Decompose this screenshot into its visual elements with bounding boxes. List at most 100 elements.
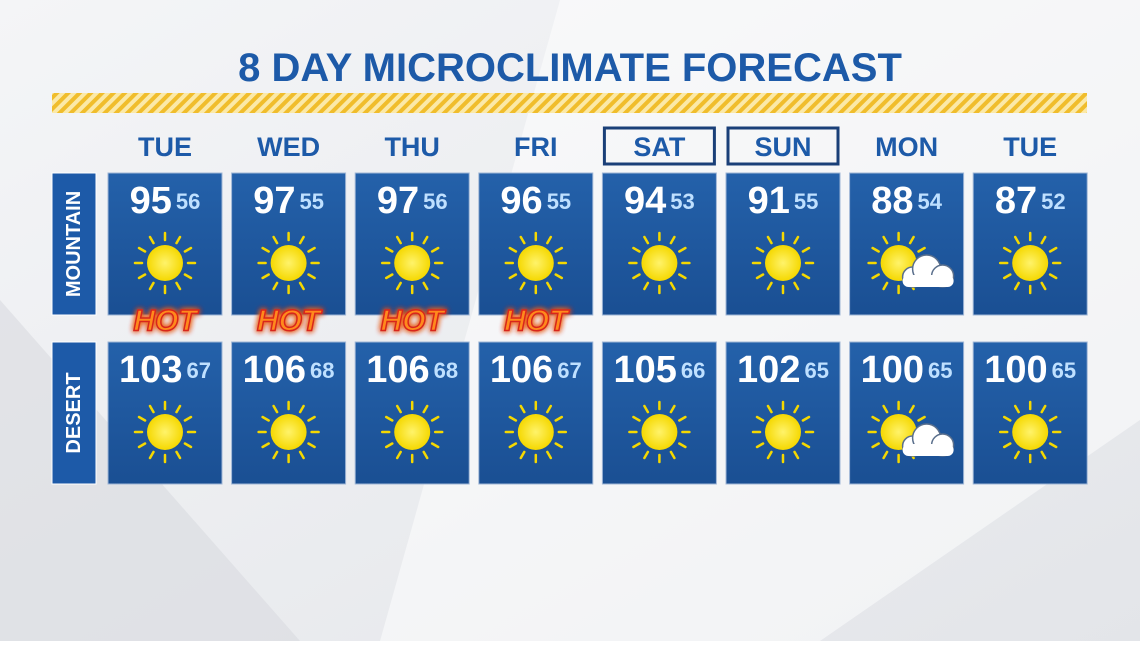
cloud (901, 254, 955, 288)
sun (765, 245, 801, 281)
sun-ray (643, 281, 650, 291)
sun-ray (801, 246, 811, 253)
sun-ray (148, 235, 155, 245)
day-name: SUN (754, 132, 811, 162)
sun-ray (508, 273, 518, 280)
sun-ray (508, 442, 518, 449)
cloud-base (902, 275, 954, 287)
cell-bg (849, 172, 965, 316)
sun (147, 414, 183, 450)
sun-ray (801, 442, 811, 449)
forecast-cell: 97 56 (354, 172, 470, 316)
sun-ray (422, 404, 429, 414)
sun-ray (272, 281, 279, 291)
sun-ray (422, 281, 429, 291)
low-temp: 68 (434, 358, 458, 383)
low-temp: 52 (1041, 189, 1065, 214)
sun-ray (1040, 404, 1047, 414)
sun (517, 414, 554, 450)
sun (394, 414, 431, 450)
sun-ray (395, 235, 402, 245)
temps: 103 67 (119, 349, 211, 391)
sun-ray (669, 281, 676, 291)
sun-ray (1002, 415, 1012, 422)
sun-ray (148, 450, 155, 460)
sun-ray (766, 404, 773, 414)
stripe-bar (52, 93, 1087, 113)
sun-ray (546, 235, 553, 245)
sun-ray (1002, 246, 1012, 253)
cloud-base (902, 444, 954, 456)
forecast-cell: 88 54 (849, 172, 965, 316)
sun-ray (430, 442, 440, 449)
forecast-cell: 105 66 (601, 341, 717, 485)
sun (517, 245, 554, 281)
weekend-box (726, 126, 840, 166)
high-temp: 95 (130, 180, 172, 222)
forecast-cell: 100 65 (972, 341, 1088, 485)
sun-ray (261, 415, 270, 422)
sun-ray (137, 442, 147, 449)
sun-ray (554, 273, 564, 280)
sun-ray (871, 246, 880, 253)
sun-ray (801, 273, 811, 280)
sun (641, 414, 678, 450)
sun-ray (261, 442, 270, 449)
sun-ray (882, 235, 889, 245)
sun-ray (793, 450, 800, 460)
sun-ray (882, 450, 889, 460)
forecast-cell: 106 68 (231, 341, 347, 485)
hot-tag: HOT (133, 305, 199, 338)
sun-ray (871, 415, 880, 422)
forecast-cell: 96 55 (478, 172, 594, 316)
forecast-cell: 97 55 (231, 172, 347, 316)
sun-ray (1002, 442, 1012, 449)
sun-ray (908, 235, 915, 245)
high-temp: 106 (243, 349, 306, 391)
sun-ray (678, 246, 687, 253)
sun-ray (298, 281, 305, 291)
sun-ray (632, 415, 641, 422)
sun-ray (183, 415, 193, 422)
forecast-cell: 95 56 (107, 172, 223, 316)
cloud (901, 423, 955, 457)
temps: 106 67 (490, 349, 582, 391)
day-name: TUE (138, 132, 192, 162)
sun-ray (643, 450, 650, 460)
sun-ray (261, 273, 270, 280)
sun-ray (430, 246, 440, 253)
sun-ray (766, 281, 773, 291)
forecast-cell: 102 65 (725, 341, 841, 485)
sun-ray (137, 273, 147, 280)
high-temp: 102 (737, 349, 800, 391)
sun-ray (298, 235, 305, 245)
high-temp: 94 (624, 180, 666, 222)
sun-ray (519, 404, 526, 414)
sun (641, 245, 678, 281)
low-temp: 55 (794, 189, 818, 214)
row-label-box (51, 341, 97, 485)
sun-ray (917, 415, 926, 422)
sun-ray (137, 415, 147, 422)
high-temp: 105 (613, 349, 676, 391)
forecast-cell: 100 65 (849, 341, 965, 485)
sun-ray (554, 442, 564, 449)
low-temp: 65 (1052, 358, 1076, 383)
sun-ray (546, 404, 553, 414)
forecast-cell: 106 68 (354, 341, 470, 485)
sun-ray (755, 246, 765, 253)
high-temp: 106 (490, 349, 553, 391)
low-temp: 54 (917, 189, 942, 214)
temps: 100 65 (861, 349, 953, 391)
low-temp: 68 (310, 358, 334, 383)
hot-tag: HOT (504, 305, 570, 338)
day-name: FRI (514, 132, 558, 162)
row-label: MOUNTAIN (63, 191, 85, 297)
sun-ray (261, 246, 270, 253)
sun-ray (546, 281, 553, 291)
sun-ray (1048, 415, 1058, 422)
high-temp: 106 (366, 349, 429, 391)
sun-ray (1013, 235, 1020, 245)
high-temp: 91 (748, 180, 790, 222)
